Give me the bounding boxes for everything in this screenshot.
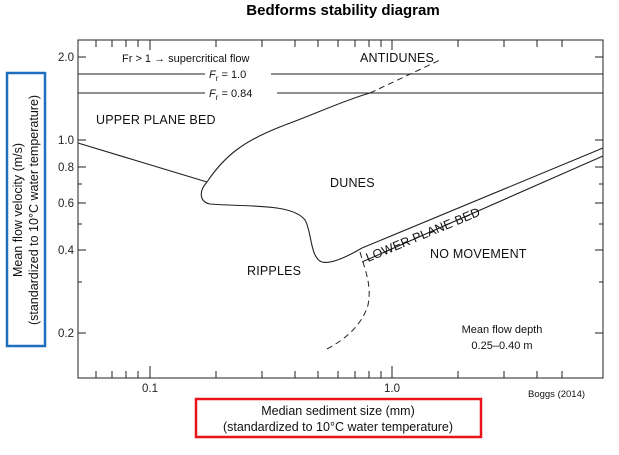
y-tick-label: 0.2 — [58, 328, 74, 340]
source-credit: Boggs (2014) — [528, 389, 585, 400]
x-axis-title-line1: Median sediment size (mm) — [261, 404, 415, 418]
y-axis-title-box — [5, 71, 47, 348]
region-dunes: DUNES — [330, 176, 375, 190]
flow-depth-line1: Mean flow depth — [462, 324, 543, 336]
y-tick-label: 2.0 — [58, 52, 74, 64]
x-axis-title-line2: (standardized to 10°C water temperature) — [223, 420, 453, 434]
region-upper-plane-bed: UPPER PLANE BED — [96, 113, 216, 127]
froude-084-label: Fr = 0.84 — [209, 88, 252, 102]
ripple-dune-boundary — [200, 181, 363, 263]
ripple-nomovement-dashed-boundary — [324, 251, 370, 351]
diagram-title: Bedforms stability diagram — [246, 2, 439, 19]
froude-value: = 1.0 — [218, 69, 246, 81]
lower-plane-bed-upper — [361, 147, 604, 249]
region-ripples: RIPPLES — [247, 264, 301, 278]
y-tick-label: 1.0 — [58, 135, 74, 147]
flow-depth-line2: 0.25–0.40 m — [471, 340, 532, 352]
froude-subscript: r — [216, 74, 219, 83]
region-antidunes: ANTIDUNES — [360, 51, 434, 65]
froude-symbol: F — [209, 69, 217, 81]
bedform-boundaries — [77, 92, 604, 263]
dashed-boundaries — [324, 59, 441, 351]
x-axis-title-box — [194, 397, 483, 439]
y-axis-title-line2: (standardized to 10°C water temperature) — [27, 95, 41, 325]
y-tick-label: 0.4 — [58, 245, 75, 257]
y-axis-ticks — [78, 56, 603, 334]
x-tick-label: 1.0 — [384, 383, 400, 395]
y-tick-label: 0.6 — [58, 198, 74, 210]
region-no-movement: NO MOVEMENT — [430, 247, 527, 261]
froude-value: = 0.84 — [218, 88, 252, 100]
dunes-upper-boundary — [206, 92, 371, 183]
antidune-dashed-boundary — [369, 59, 441, 94]
y-tick-label: 0.8 — [58, 162, 74, 174]
froude-1-label-bg — [205, 67, 271, 80]
y-axis-title-line1: Mean flow velocity (m/s) — [11, 143, 25, 277]
supercritical-flow-label: Fr > 1 → supercritical flow — [122, 53, 250, 65]
froude-1-label: Fr = 1.0 — [209, 69, 246, 83]
froude-084-label-bg — [205, 86, 277, 99]
x-tick-label: 0.1 — [142, 383, 158, 395]
froude-symbol: F — [209, 88, 217, 100]
upper-plane-ripple-boundary — [77, 142, 208, 183]
lower-plane-bed-lower — [361, 155, 604, 263]
x-axis-ticks — [95, 40, 563, 378]
froude-subscript: r — [216, 93, 219, 102]
plot-frame — [77, 39, 604, 379]
